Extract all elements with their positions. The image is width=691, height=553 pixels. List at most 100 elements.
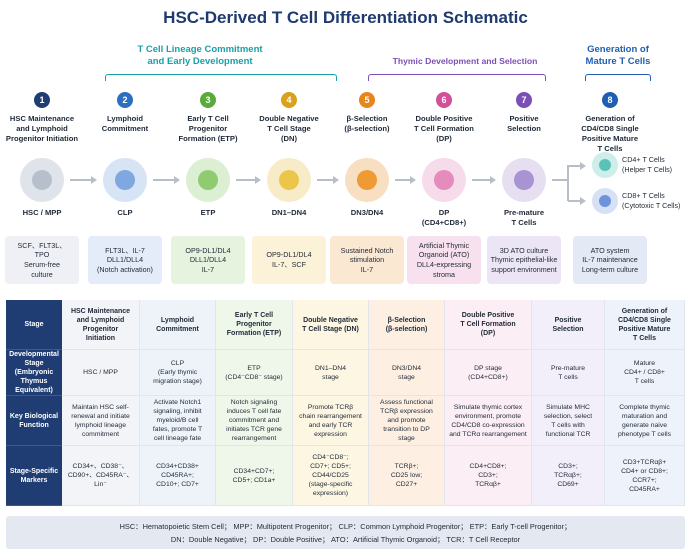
condition-line: FLT3L、IL-7 <box>105 245 145 255</box>
cell-line: (Early thymic <box>157 369 198 376</box>
cell-icon <box>186 158 230 202</box>
cell-line: lymphoid lineage <box>74 421 126 429</box>
table-cell: Maintain HSC self-renewal and initiate ly… <box>62 396 140 446</box>
cell-line: Selection <box>552 325 584 333</box>
cell-label-line: (CD4+CD8+) <box>421 218 467 227</box>
phase-label-line: Thymic Development and Selection <box>392 56 538 66</box>
cell-line: CD5+; CD1a+ <box>232 476 276 484</box>
cell-line: Double Negative <box>303 316 358 324</box>
row-header: Developmental Stage (Embryonic Thymus Equiva… <box>6 350 62 396</box>
stage-title-line: and Lymphoid <box>16 124 68 133</box>
cell-line: CD34+、CD38⁻、 <box>72 463 129 470</box>
cell-line: T Cells <box>633 334 656 342</box>
stage-title-line: CD4/CD8 Single <box>581 124 639 133</box>
row-header-line: Thymus <box>20 378 48 385</box>
row-header-line: (Embryonic <box>14 369 54 376</box>
cell-line: Activate Notch1 <box>153 399 202 406</box>
stage-title-line: T Cells <box>597 144 623 153</box>
stage-title-line: T Cell Stage <box>267 124 311 133</box>
cell-line: (β-selection) <box>385 325 428 333</box>
cell-line: and early TCR <box>308 421 353 429</box>
column-header: Double Positive T Cell Formation (DP) <box>445 300 532 350</box>
table-cell: Simulate thymic cortex environment, promo… <box>445 396 532 446</box>
cell-line: Simulate MHC <box>546 403 590 411</box>
table-cell: Complete thymic maturation and generate na… <box>605 396 685 446</box>
cell-line: commitment <box>81 430 119 438</box>
stage-title: Generation of CD4/CD8 Single Positive Matu… <box>568 114 652 154</box>
condition-line: support environment <box>491 264 557 274</box>
cell-line: stage <box>322 373 339 381</box>
cell-line: Double Positive <box>461 312 515 319</box>
table-cell: DN1–DN4 stage <box>293 350 369 396</box>
cell-line: rearrangement <box>231 435 277 442</box>
cell-label-line: DN3/DN4 <box>350 208 384 217</box>
cell-line: T Cell Formation <box>460 321 516 328</box>
condition-line: IL-7 <box>360 264 374 274</box>
flow-arrow <box>236 176 261 184</box>
cell-line: Notch signaling <box>230 399 278 406</box>
branch-arrow <box>568 197 586 205</box>
condition-line: OP9-DL1/DL4 <box>185 245 231 255</box>
cell-label: HSC / MPP <box>2 208 82 218</box>
phase-bracket-early <box>105 74 337 81</box>
table-cell: Promote TCRβ chain rearrangement and early… <box>293 396 369 446</box>
table-cell: CD34+CD38+ CD45RA+; CD10+; CD7+ <box>140 446 216 506</box>
cell-label: DN1–DN4 <box>249 208 329 218</box>
cell-line: Commitment <box>156 325 199 333</box>
culture-condition-box: 3D ATO culture Thymic epithelial-like supp… <box>487 236 561 284</box>
cell-label: DP (CD4+CD8+) <box>404 208 484 228</box>
stage-title-line: Selection <box>507 124 541 133</box>
stage-title-line: Lymphoid <box>107 114 143 123</box>
stage-number-badge: 4 <box>281 92 297 108</box>
cell-line: CD34+CD38+ <box>156 463 199 470</box>
stage-number-badge: 1 <box>34 92 50 108</box>
cell-line: and Lymphoid <box>76 316 125 324</box>
cell-line: myeloid/B cell <box>156 417 199 424</box>
cell-line: Promote TCRβ <box>307 403 354 411</box>
condition-line: Artificial Thymic <box>418 240 470 250</box>
cell-label-line: ETP <box>200 208 216 217</box>
cell-line: Assess functional <box>380 399 433 406</box>
condition-line: DLL1/DLL4 <box>189 255 227 265</box>
phase-bracket-thymic <box>368 74 546 81</box>
column-header: HSC Maintenance and Lymphoid Progenitor Ini… <box>62 300 140 350</box>
cell-line: CD4+ / CD8+ <box>624 369 665 376</box>
condition-line: Serum-free <box>24 260 60 269</box>
cell-nucleus-icon <box>599 195 611 207</box>
cell-line: CD4+CD8+; <box>469 463 507 470</box>
phase-label-line: and Early Development <box>147 56 253 67</box>
cell-line: cell lineage fate <box>153 435 202 442</box>
cell-line: Progenitor <box>236 321 272 328</box>
table-cell: CD4⁻CD8⁻; CD7+; CD5+; CD44/CD25 (stage-spec… <box>293 446 369 506</box>
mature-label-line: (Helper T Cells) <box>622 165 673 174</box>
cell-line: Mature <box>633 360 656 367</box>
cell-line: chain rearrangement <box>299 412 362 420</box>
table-cell: CD34+CD7+; CD5+; CD1a+ <box>216 446 293 506</box>
cell-line: and promote <box>387 417 426 424</box>
phase-label-line: T Cell Lineage Commitment <box>137 44 263 55</box>
culture-condition-box: Artificial Thymic Organoid (ATO) DLL4-expr… <box>407 236 481 284</box>
footer-line: DN：Double Negative； DP：Double Positive； … <box>170 535 521 544</box>
cell-line: β-Selection <box>387 316 426 324</box>
cell-line: CD3+; <box>478 472 498 479</box>
stage-title-line: Progenitor <box>188 124 228 133</box>
flow-arrow <box>153 176 180 184</box>
cell-label-line: Pre-mature <box>503 208 545 217</box>
row-header-line: Markers <box>20 476 48 484</box>
table-cell: Pre-mature T cells <box>532 350 605 396</box>
cell-line: Lymphoid <box>160 316 195 324</box>
table-cell: TCRβ+; CD25 low; CD27+ <box>369 446 445 506</box>
table-cell: Simulate MHC selection, select T cells wit… <box>532 396 605 446</box>
mature-cell-label: CD4+ T Cells (Helper T Cells) <box>622 155 690 175</box>
stage-number-badge: 7 <box>516 92 532 108</box>
cell-line: Positive Mature <box>618 325 671 333</box>
cell-line: environment, promote <box>454 412 522 420</box>
cell-line: CD3+; <box>558 463 578 470</box>
stage-title-line: β-Selection <box>346 114 388 123</box>
condition-line: ATO system <box>590 245 630 255</box>
row-header-line: Key Biological <box>9 412 59 420</box>
cell-label-line: DN1–DN4 <box>271 208 307 217</box>
stage-title-line: Commitment <box>101 124 149 133</box>
cell-line: CD44/CD25 <box>312 472 349 479</box>
table-cell: DN3/DN4 stage <box>369 350 445 396</box>
